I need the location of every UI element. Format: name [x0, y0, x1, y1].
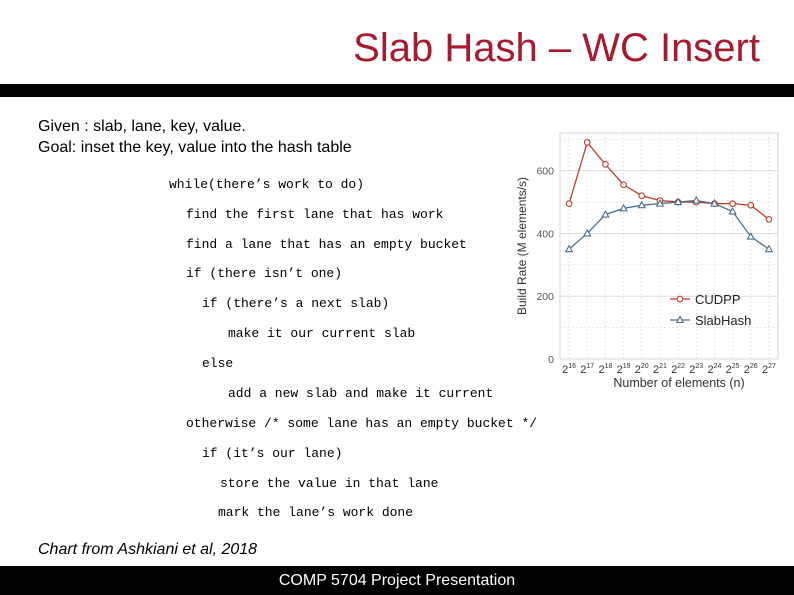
code-line-12: mark the lane’s work done — [218, 505, 414, 520]
x-tick-label: 221 — [653, 363, 667, 376]
slide-title: Slab Hash – WC Insert — [353, 26, 760, 70]
data-point-cudpp — [765, 215, 773, 223]
code-line-4: if (there isn’t one) — [186, 266, 343, 281]
x-tick-label: 216 — [562, 363, 576, 376]
intro-text: Given : slab, lane, key, value. Goal: in… — [38, 116, 352, 158]
legend-label: CUDPP — [695, 292, 741, 307]
x-tick-label: 219 — [617, 363, 631, 376]
data-point-slabhash — [637, 200, 646, 209]
y-tick-label: 200 — [536, 291, 554, 303]
data-point-slabhash — [619, 203, 628, 212]
data-point-slabhash — [673, 197, 683, 206]
data-point-slabhash — [564, 244, 574, 253]
legend-label: SlabHash — [695, 313, 751, 328]
x-tick-label: 222 — [671, 363, 685, 376]
code-line-5: if (there’s a next slab) — [202, 296, 390, 311]
data-point-slabhash — [764, 244, 774, 253]
y-tick-label: 600 — [536, 166, 554, 178]
data-point-cudpp — [729, 200, 736, 207]
y-tick-label: 400 — [536, 228, 554, 240]
footer-text: COMP 5704 Project Presentation — [278, 572, 516, 589]
data-point-slabhash — [728, 206, 737, 215]
x-tick-label: 220 — [635, 363, 649, 376]
x-tick-label: 217 — [580, 363, 594, 376]
data-point-slabhash — [583, 228, 592, 237]
code-line-6: make it our current slab — [228, 326, 416, 341]
x-tick-label: 225 — [726, 363, 740, 376]
code-line-1: while(there’s work to do) — [169, 177, 365, 192]
x-tick-label: 223 — [689, 363, 703, 376]
y-tick-label: 0 — [548, 354, 554, 366]
code-line-2: find the first lane that has work — [186, 207, 444, 222]
data-point-cudpp — [638, 192, 646, 200]
data-point-slabhash — [655, 198, 665, 207]
chart-caption: Chart from Ashkiani et al, 2018 — [38, 541, 258, 558]
code-line-9: otherwise /* some lane has an empty buck… — [186, 416, 538, 431]
title-divider-bar — [0, 84, 794, 97]
data-point-cudpp — [747, 201, 755, 209]
data-point-cudpp — [565, 200, 573, 207]
series-line-slabhash — [568, 199, 770, 250]
data-point-cudpp — [620, 181, 627, 189]
x-tick-label: 226 — [744, 363, 758, 376]
data-point-slabhash — [692, 195, 701, 204]
x-tick-label: 218 — [598, 363, 612, 376]
intro-goal: Goal: inset the key, value into the hash… — [38, 139, 352, 156]
code-line-8: add a new slab and make it current — [228, 386, 494, 401]
data-point-slabhash — [746, 231, 755, 240]
x-tick-label: 224 — [707, 363, 721, 376]
build-rate-chart: 0 200 400 600 216 217 218 219 220 221 222 223 224 225… — [515, 132, 779, 390]
data-point-slabhash — [710, 198, 719, 207]
legend-marker — [675, 315, 685, 324]
code-line-7: else — [202, 356, 234, 371]
data-point-cudpp — [583, 139, 591, 146]
intro-given: Given : slab, lane, key, value. — [38, 118, 246, 135]
legend-marker — [676, 295, 684, 303]
data-point-slabhash — [601, 209, 610, 218]
y-axis-title: Build Rate (M elements/s) — [515, 177, 529, 315]
x-axis-title: Number of elements (n) — [613, 376, 744, 390]
footer-bar: COMP 5704 Project Presentation — [0, 566, 794, 595]
code-line-11: store the value in that lane — [220, 476, 439, 491]
code-line-3: find a lane that has an empty bucket — [186, 237, 467, 252]
x-tick-label: 227 — [762, 363, 776, 376]
code-line-10: if (it’s our lane) — [202, 446, 343, 461]
data-point-cudpp — [602, 161, 609, 168]
